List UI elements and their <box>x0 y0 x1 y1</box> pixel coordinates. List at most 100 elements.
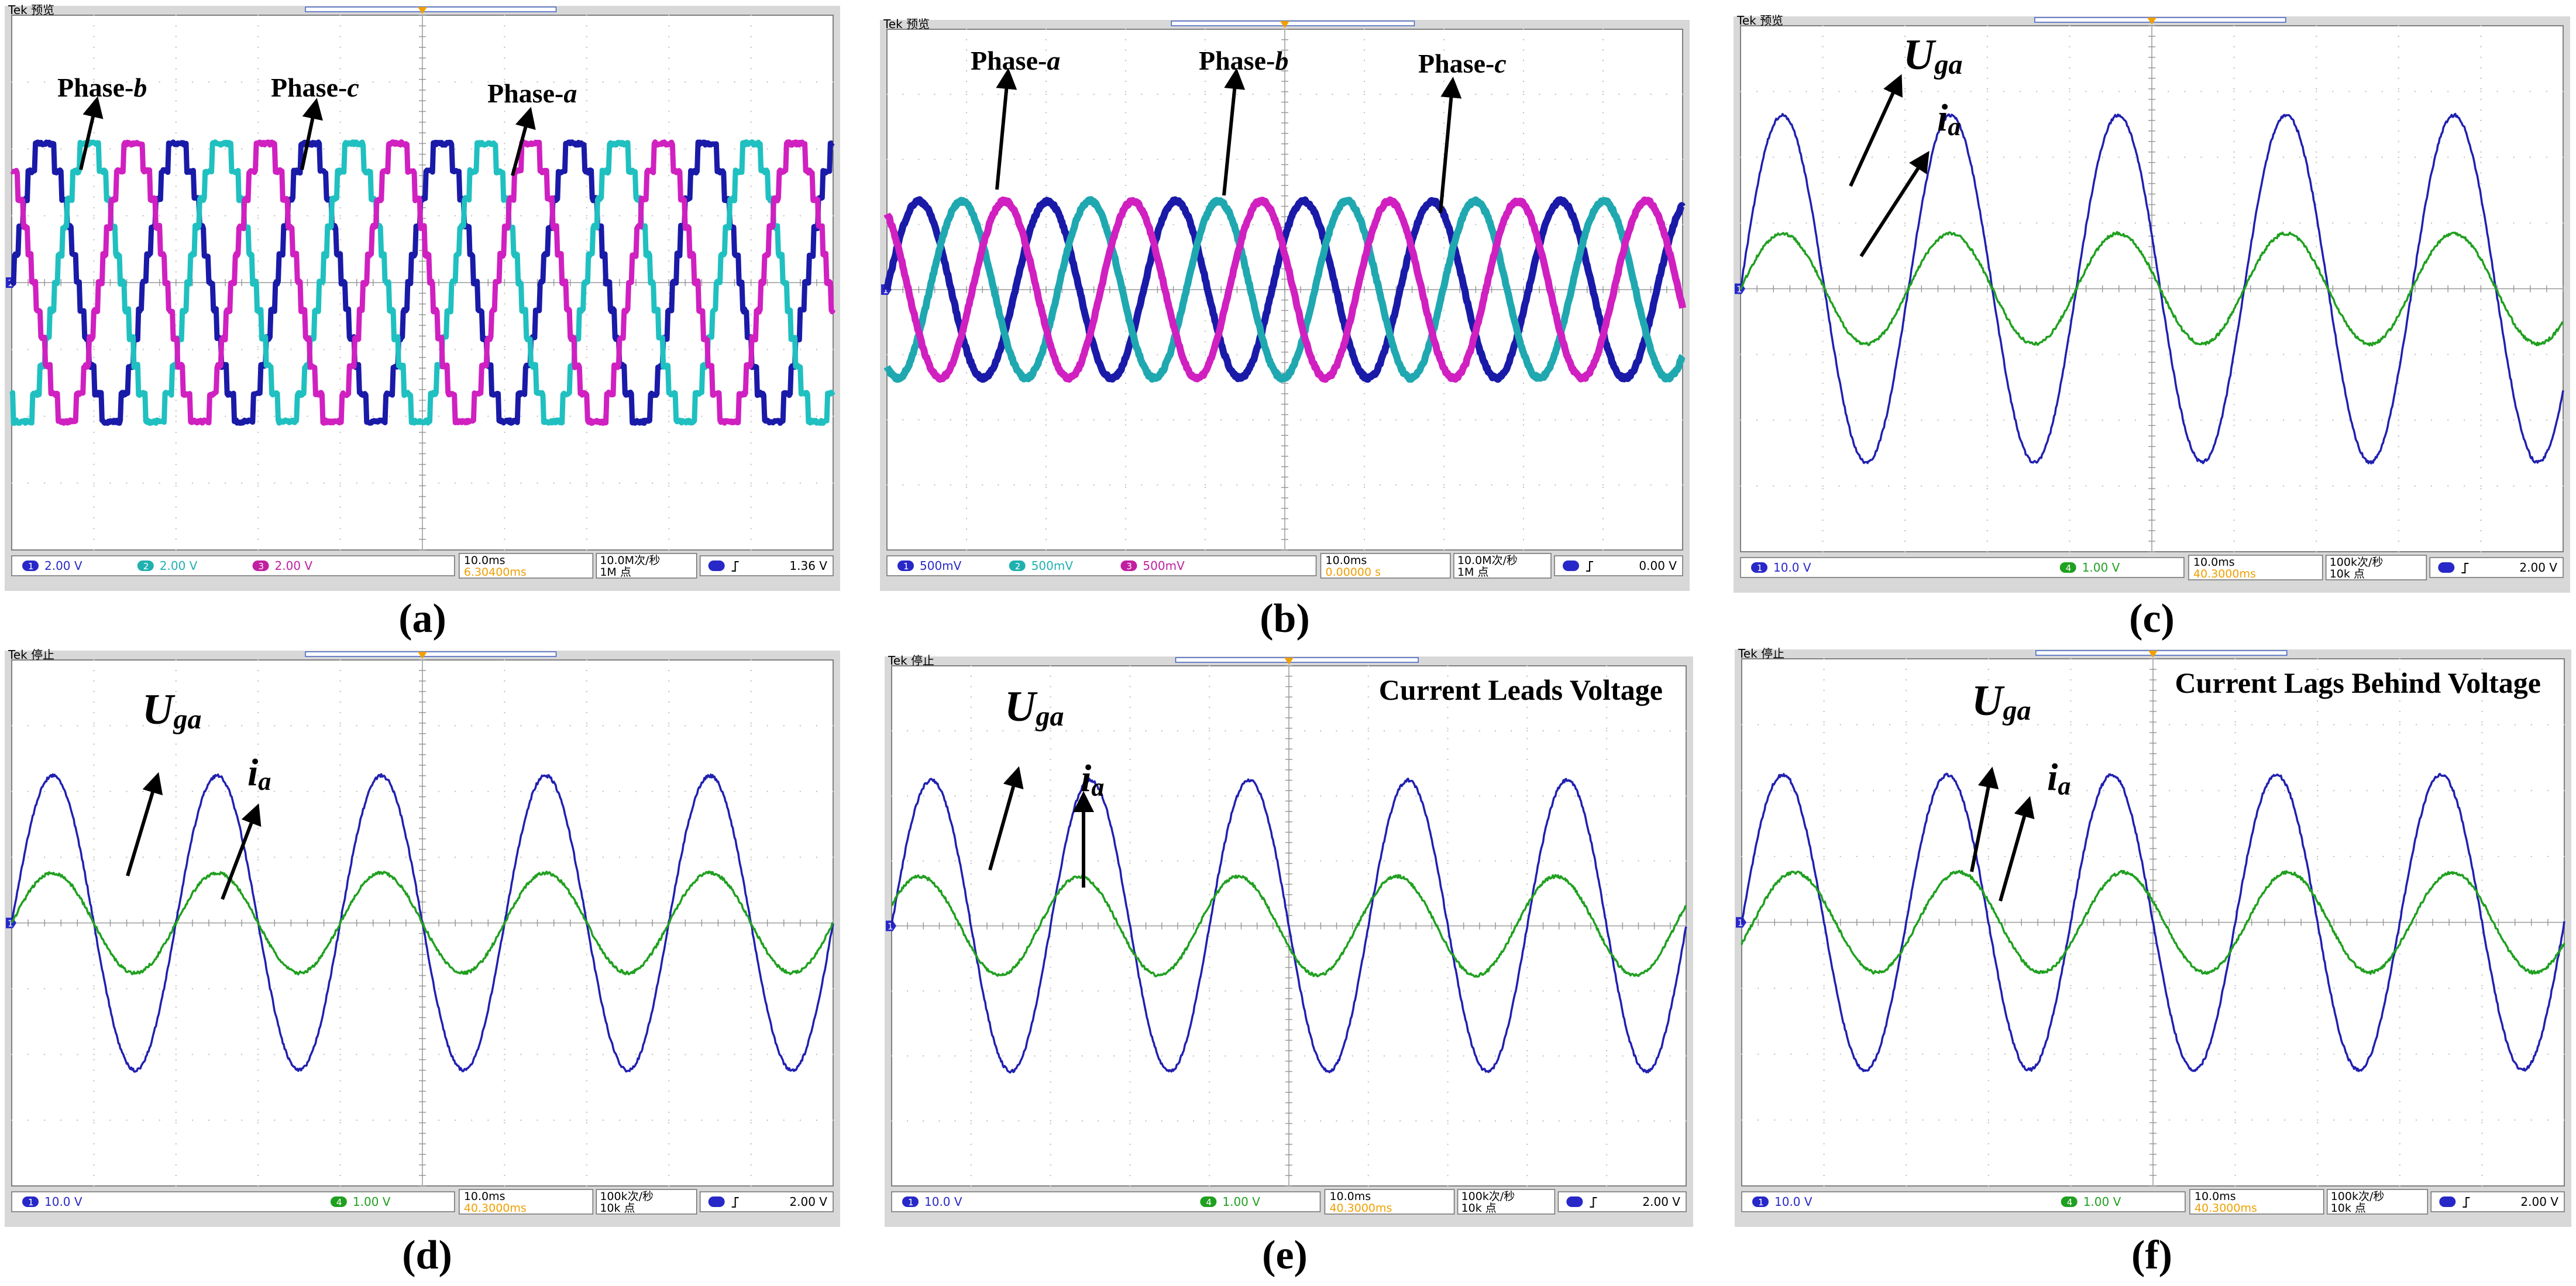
grid-dot <box>1682 223 1683 225</box>
grid-dot <box>536 725 538 727</box>
grid-dot <box>93 1119 95 1121</box>
grid-dot <box>750 453 752 455</box>
waveform-phase-b <box>883 196 1686 383</box>
grid-dot <box>553 482 555 484</box>
grid-dot <box>257 415 259 417</box>
grid-dot <box>966 528 967 530</box>
grid-dot <box>536 1054 538 1055</box>
grid-dot <box>2316 509 2317 511</box>
grid-dot <box>1773 91 1774 92</box>
grid-dot <box>93 817 95 819</box>
grid-dot <box>2233 56 2235 58</box>
grid-dot <box>2266 420 2268 421</box>
grid-dot <box>668 1070 670 1071</box>
grid-dot <box>1172 94 1174 95</box>
grid-dot <box>833 857 834 858</box>
trigger-level: 1.36 V <box>789 559 827 573</box>
grid-dot <box>1236 94 1238 95</box>
grid-dot <box>750 68 752 70</box>
channel-badge-ch4 <box>330 1196 347 1207</box>
grid-dot <box>2480 204 2482 205</box>
grid-dot <box>1986 35 1988 37</box>
grid-dot <box>208 857 209 858</box>
grid-dot <box>799 988 801 989</box>
grid-dot <box>257 1122 259 1124</box>
grid-dot <box>668 1027 670 1029</box>
grid-dot <box>1129 675 1131 677</box>
grid-dot <box>1987 1122 1989 1123</box>
grid-dot <box>1364 278 1365 280</box>
grid-dot <box>1045 362 1047 363</box>
grid-dot <box>586 796 587 797</box>
grid-dot <box>1157 94 1158 95</box>
grid-dot <box>1526 1081 1528 1083</box>
grid-dot <box>504 1101 505 1103</box>
grid-dot <box>504 711 505 713</box>
grid-dot <box>970 894 972 896</box>
grid-dot <box>1415 730 1417 732</box>
grid-dot <box>93 943 95 945</box>
grid-dot <box>1205 435 1206 436</box>
grid-dot <box>1364 331 1365 332</box>
grid-dot <box>1523 226 1524 228</box>
grid-dot <box>339 1070 341 1071</box>
grid-dot <box>504 506 505 508</box>
grid-dot <box>1364 101 1365 103</box>
grid-dot <box>77 725 78 727</box>
grid-dot <box>1823 764 1825 765</box>
grid-dot <box>274 1054 276 1055</box>
grid-dot <box>1904 362 1906 363</box>
grid-dot <box>1125 383 1126 384</box>
grid-dot <box>668 1185 670 1187</box>
grid-dot <box>2036 91 2038 92</box>
grid-dot <box>1904 330 1906 332</box>
grid-dot <box>323 349 325 350</box>
grid-dot <box>1332 94 1333 95</box>
grid-dot <box>339 775 341 776</box>
grid-dot <box>1606 1050 1608 1051</box>
grid-dot <box>44 857 46 858</box>
grid-dot <box>1602 237 1604 238</box>
grid-dot <box>1906 900 1907 902</box>
grid-dot <box>2546 156 2547 158</box>
grid-dot <box>1904 414 1906 416</box>
grid-dot <box>816 148 817 150</box>
grid-dot <box>93 775 95 776</box>
grid-dot <box>1081 1055 1083 1057</box>
grid-dot <box>1045 91 1047 92</box>
grid-dot <box>372 148 374 150</box>
grid-dot <box>1511 1055 1512 1057</box>
grid-dot <box>2464 91 2465 92</box>
grid-dot <box>766 1119 768 1121</box>
grid-dot <box>1050 1102 1051 1103</box>
grid-dot <box>1443 383 1445 384</box>
grid-dot <box>1570 223 1572 225</box>
grid-dot <box>339 325 341 326</box>
grid-dot <box>966 424 967 426</box>
grid-dot <box>816 725 817 727</box>
wave-label: Phase-c <box>271 73 359 102</box>
grid-dot <box>586 806 587 808</box>
grid-dot <box>1602 476 1604 478</box>
grid-dot <box>966 435 967 436</box>
grid-dot <box>2563 420 2564 421</box>
grid-dot <box>970 1143 972 1145</box>
scope-header: Tek 停止 <box>8 648 54 662</box>
grid-dot <box>923 730 924 732</box>
grid-dot <box>142 1119 144 1121</box>
grid-dot <box>1129 727 1131 729</box>
grid-dot <box>356 857 357 858</box>
grid-dot <box>1364 133 1365 134</box>
grid-dot <box>339 196 341 198</box>
grid-dot <box>2069 77 2071 79</box>
grid-dot <box>257 1006 259 1008</box>
grid-dot <box>290 148 292 150</box>
grid-dot <box>1367 998 1369 999</box>
grid-dot <box>2316 330 2317 332</box>
grid-dot <box>175 985 177 987</box>
grid-dot <box>339 933 341 934</box>
grid-dot <box>1225 795 1226 797</box>
grid-dot <box>1447 1143 1449 1145</box>
grid-dot <box>2069 267 2071 269</box>
grid-dot <box>126 790 128 792</box>
